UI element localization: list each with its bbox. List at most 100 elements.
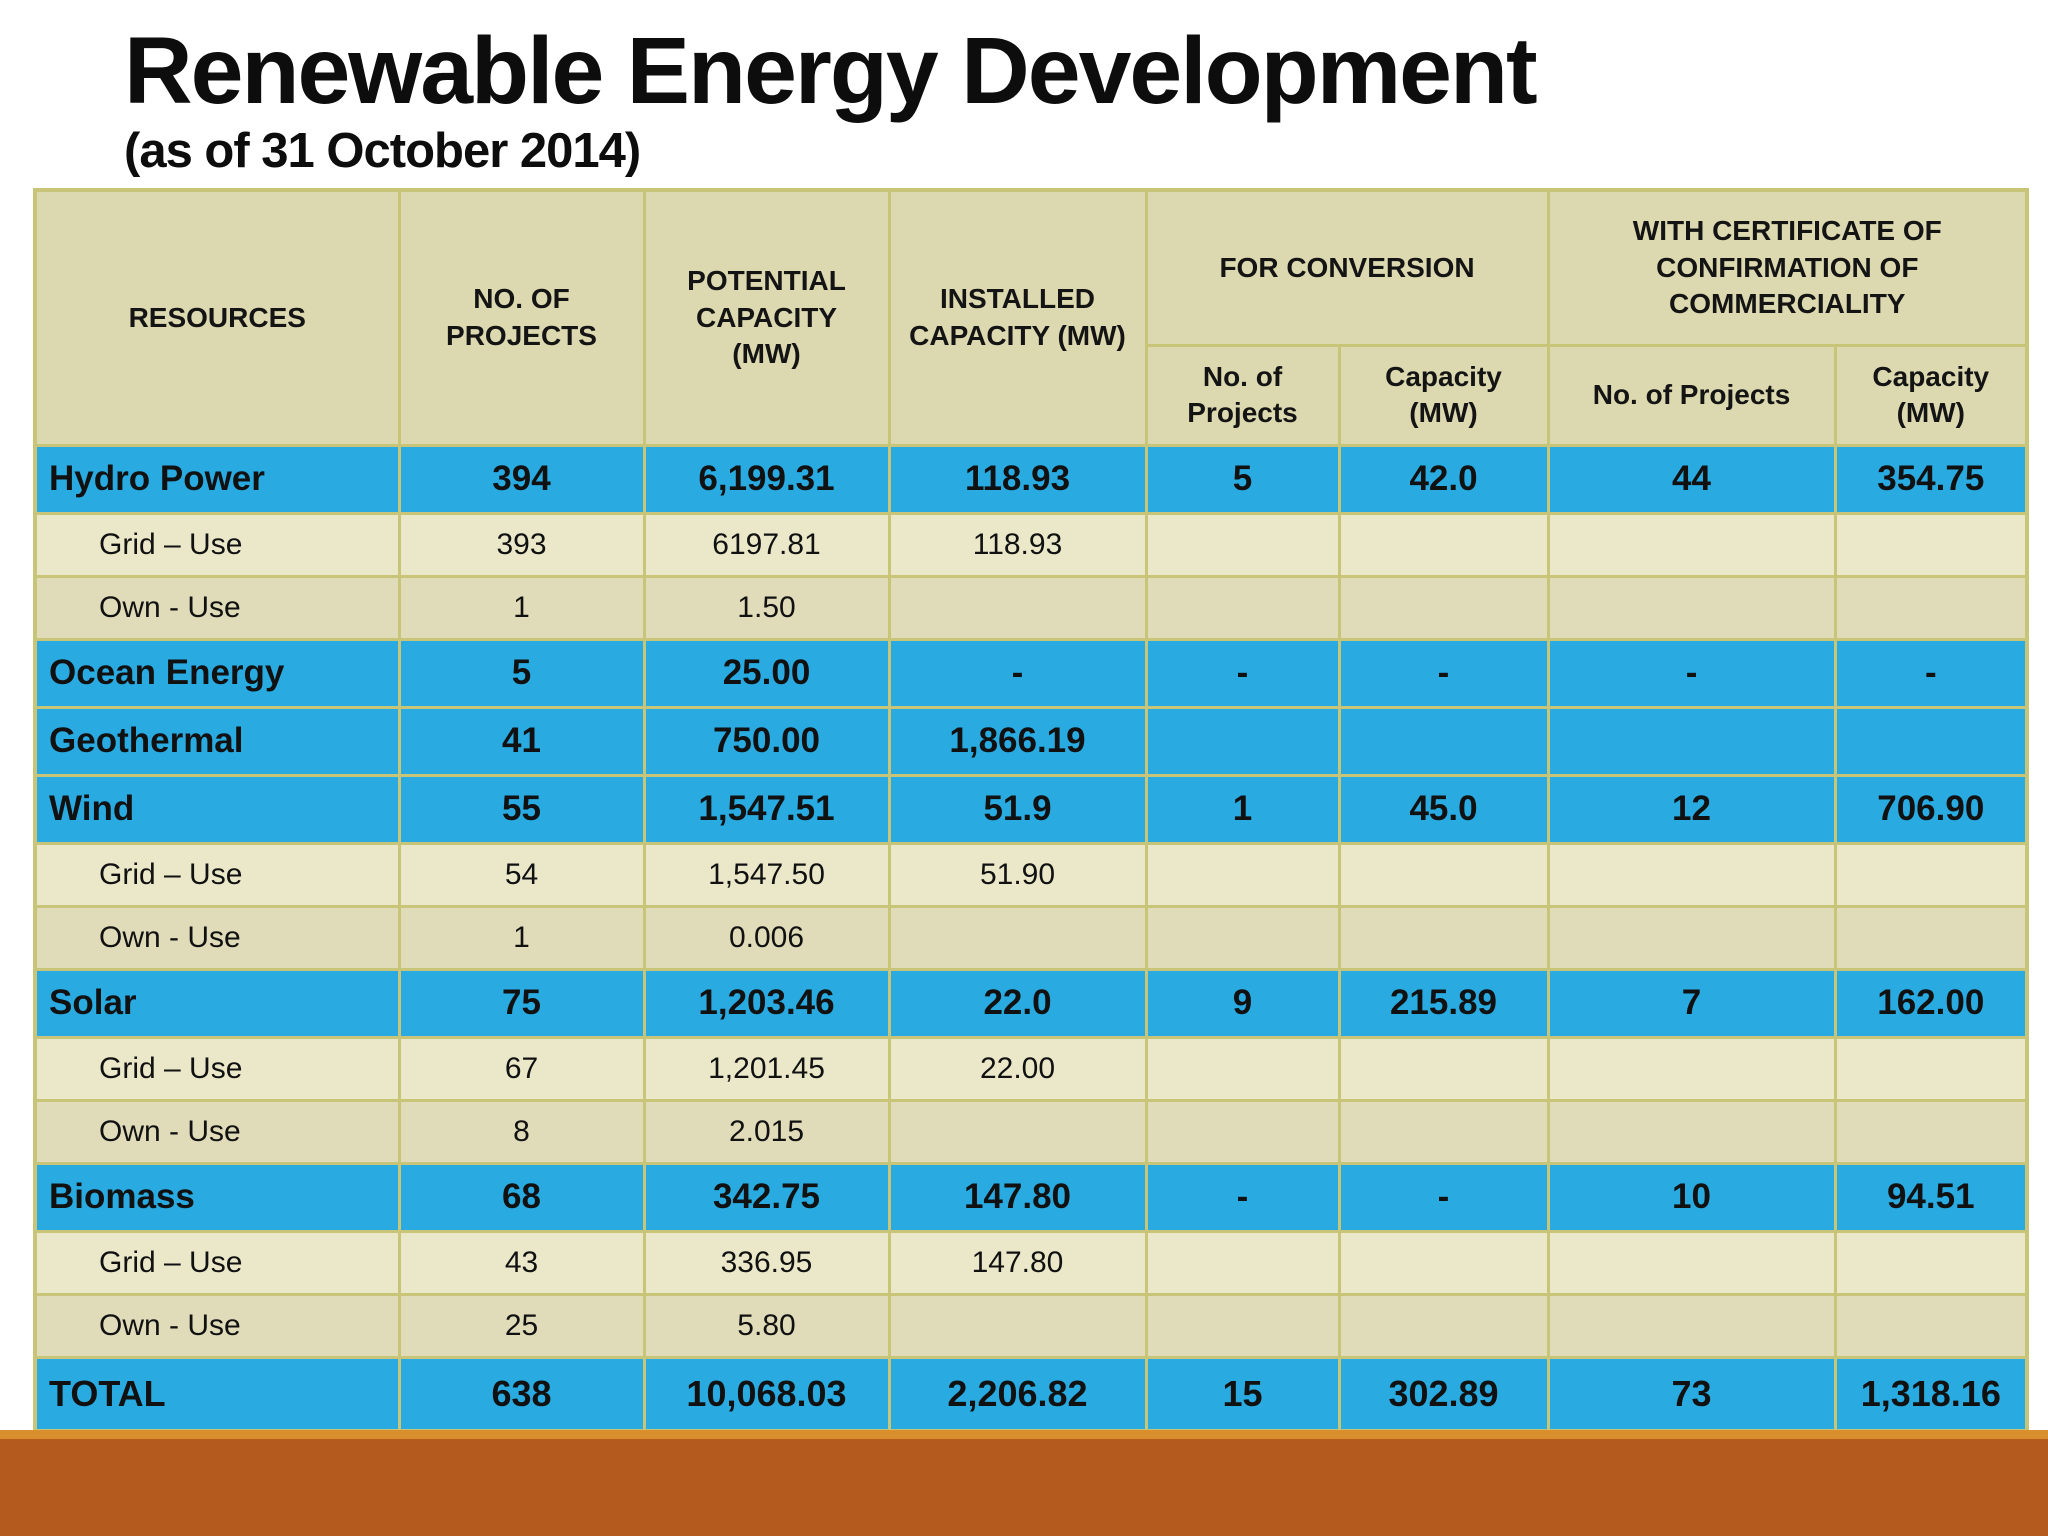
value-cell: 394: [397, 443, 646, 515]
table-row: Ocean Energy 5 25.00- - - - -: [33, 637, 2029, 709]
value-cell: -: [1337, 637, 1550, 709]
value-cell: 51.9: [887, 773, 1148, 845]
value-cell: 54: [397, 841, 646, 908]
table-header: RESOURCES NO. OF PROJECTS POTENTIAL CAPA…: [33, 188, 2029, 447]
table-row: Wind 55 1,547.51 51.9 1 45.0 12 706.90: [33, 773, 2029, 845]
value-cell: 5.80: [642, 1292, 891, 1359]
value-cell: [1337, 1098, 1550, 1165]
value-cell: 215.89: [1337, 967, 1550, 1039]
table-row: Grid – Use 393 6197.81 118.93: [33, 511, 2029, 578]
value-cell: 118.93: [887, 443, 1148, 515]
value-cell: 9: [1144, 967, 1341, 1039]
value-cell: [1337, 574, 1550, 641]
header-installed-capacity: INSTALLED CAPACITY (MW): [887, 188, 1148, 447]
value-cell: [1337, 705, 1550, 777]
table-row: Own - Use 1 1.50: [33, 574, 2029, 641]
value-cell: [1144, 705, 1341, 777]
resource-cell: Grid – Use: [33, 511, 401, 578]
value-cell: 8: [397, 1098, 646, 1165]
table-row: Own - Use 25 5.80: [33, 1292, 2029, 1359]
value-cell: [887, 1098, 1148, 1165]
header-no-of-projects: NO. OF PROJECTS: [397, 188, 646, 447]
resource-cell: Grid – Use: [33, 841, 401, 908]
value-cell: 10,068.03: [642, 1355, 891, 1433]
value-cell: 147.80: [887, 1161, 1148, 1233]
value-cell: 12: [1546, 773, 1837, 845]
value-cell: [887, 904, 1148, 971]
table-row: Biomass 68 342.75 147.80- -10 94.51: [33, 1161, 2029, 1233]
value-cell: 1,201.45: [642, 1035, 891, 1102]
header-row-subcolumns: No. of Projects Capacity (MW) No. of Pro…: [35, 343, 2029, 447]
value-cell: 45.0: [1337, 773, 1550, 845]
value-cell: 68: [397, 1161, 646, 1233]
value-cell: [1144, 511, 1341, 578]
table-row: Solar 75 1,203.46 22.0 9 215.89 7 162.00: [33, 967, 2029, 1039]
value-cell: [1833, 841, 2029, 908]
title-block: Renewable Energy Development (as of 31 O…: [124, 18, 1538, 179]
resource-cell: Hydro Power: [33, 443, 401, 515]
resource-cell: Grid – Use: [33, 1035, 401, 1102]
value-cell: [1833, 904, 2029, 971]
value-cell: 6197.81: [642, 511, 891, 578]
resource-cell: TOTAL: [33, 1355, 401, 1433]
value-cell: 22.00: [887, 1035, 1148, 1102]
value-cell: 2.015: [642, 1098, 891, 1165]
resource-cell: Own - Use: [33, 904, 401, 971]
value-cell: 1.50: [642, 574, 891, 641]
value-cell: 302.89: [1337, 1355, 1550, 1433]
table-row: Own - Use 8 2.015: [33, 1098, 2029, 1165]
header-fc-no-of-projects: No. of Projects: [1144, 343, 1341, 447]
header-wc-no-of-projects: No. of Projects: [1546, 343, 1837, 447]
value-cell: 5: [397, 637, 646, 709]
value-cell: [1144, 1098, 1341, 1165]
value-cell: 94.51: [1833, 1161, 2029, 1233]
value-cell: 1,866.19: [887, 705, 1148, 777]
value-cell: 354.75: [1833, 443, 2029, 515]
value-cell: [1546, 1229, 1837, 1296]
value-cell: [1546, 705, 1837, 777]
value-cell: 1,318.16: [1833, 1355, 2029, 1433]
value-cell: 1,547.51: [642, 773, 891, 845]
resource-cell: Biomass: [33, 1161, 401, 1233]
value-cell: [1144, 1035, 1341, 1102]
value-cell: 1: [1144, 773, 1341, 845]
value-cell: [1337, 841, 1550, 908]
value-cell: 336.95: [642, 1229, 891, 1296]
value-cell: [1337, 1229, 1550, 1296]
header-fc-capacity: Capacity (MW): [1337, 343, 1550, 447]
header-with-certificate: WITH CERTIFICATE OF CONFIRMATION OF COMM…: [1546, 188, 2029, 347]
value-cell: [1833, 1098, 2029, 1165]
value-cell: [1337, 511, 1550, 578]
value-cell: 44: [1546, 443, 1837, 515]
value-cell: 73: [1546, 1355, 1837, 1433]
value-cell: 10: [1546, 1161, 1837, 1233]
table-row: TOTAL 638 10,068.03 2,206.82 15 302.89 73 1,318…: [33, 1355, 2029, 1433]
value-cell: [1144, 1292, 1341, 1359]
resource-cell: Own - Use: [33, 574, 401, 641]
value-cell: -: [1144, 637, 1341, 709]
value-cell: [1144, 841, 1341, 908]
table-row: Grid – Use 43 336.95 147.80: [33, 1229, 2029, 1296]
value-cell: 5: [1144, 443, 1341, 515]
value-cell: 41: [397, 705, 646, 777]
value-cell: [887, 574, 1148, 641]
value-cell: 43: [397, 1229, 646, 1296]
value-cell: [1546, 574, 1837, 641]
value-cell: [1144, 574, 1341, 641]
resource-cell: Own - Use: [33, 1098, 401, 1165]
value-cell: 25: [397, 1292, 646, 1359]
value-cell: 1,547.50: [642, 841, 891, 908]
value-cell: 25.00: [642, 637, 891, 709]
value-cell: [1833, 1035, 2029, 1102]
value-cell: 750.00: [642, 705, 891, 777]
header-wc-capacity: Capacity (MW): [1833, 343, 2029, 447]
table-row: Hydro Power 394 6,199.31 118.93 5 42.0 44 354.7…: [33, 443, 2029, 515]
bottom-accent-bar: [0, 1430, 2048, 1536]
table-row: Geothermal 41 750.00 1,866.19: [33, 705, 2029, 777]
value-cell: [1546, 1098, 1837, 1165]
value-cell: 1,203.46: [642, 967, 891, 1039]
value-cell: 147.80: [887, 1229, 1148, 1296]
value-cell: [1546, 841, 1837, 908]
page-title: Renewable Energy Development: [124, 18, 1538, 124]
